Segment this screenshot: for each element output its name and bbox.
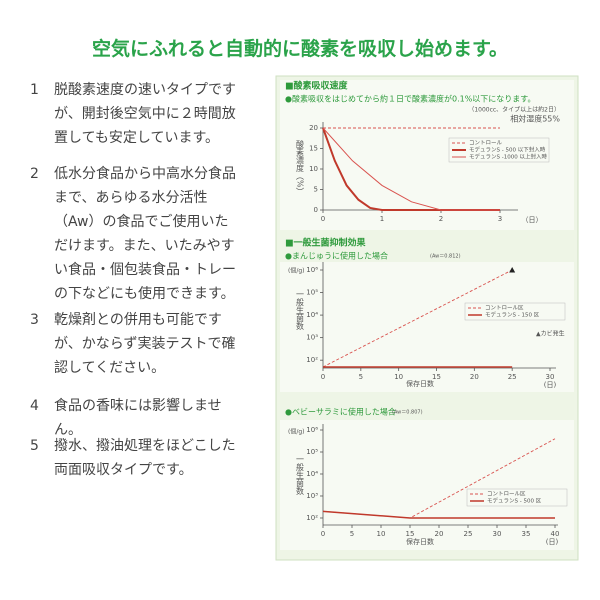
legend-label: モデュランS - 150 区 xyxy=(485,311,540,319)
chart-background xyxy=(280,80,574,230)
x-tick-label: 2 xyxy=(439,215,443,223)
y-axis-unit: (個/g) xyxy=(288,267,305,275)
section-title: ■酸素吸収速度 xyxy=(285,80,349,92)
legend-label: モデュランS - 500 以下封入時 xyxy=(469,146,546,154)
legend-label: コントロール区 xyxy=(487,491,526,498)
y-axis-label: 一般生菌数 xyxy=(296,290,305,331)
legend-box xyxy=(448,137,550,163)
y-tick-label: 10³ xyxy=(306,492,318,500)
data-line xyxy=(322,510,555,519)
legend-box xyxy=(464,302,566,321)
y-tick-label: 10² xyxy=(306,514,318,522)
x-tick-label: 5 xyxy=(350,530,354,538)
annotation: ▲カビ発生 xyxy=(536,330,565,338)
x-axis-unit: (日) xyxy=(546,538,559,546)
y-tick-label: 20 xyxy=(309,124,318,132)
y-axis-label: 一般生菌数 xyxy=(296,455,305,496)
x-tick-label: 0 xyxy=(321,530,325,538)
x-tick-label: 40 xyxy=(551,530,560,538)
x-tick-label: 30 xyxy=(493,530,502,538)
chart-subtitle: ●酸素吸収をはじめてから約１日で酸素濃度が0.1%以下になります。 xyxy=(285,94,536,104)
aw-note: (Aw＝0.807) xyxy=(392,410,423,416)
y-axis-unit: (個/g) xyxy=(288,428,305,436)
y-tick-label: 0 xyxy=(314,206,318,214)
end-marker xyxy=(509,267,516,273)
x-axis-label: 保存日数 xyxy=(406,379,434,388)
x-tick-label: 20 xyxy=(470,373,479,381)
chart-background xyxy=(280,262,574,392)
point-number: 5 xyxy=(30,438,39,454)
y-axis-label: 酸素濃度（%） xyxy=(296,139,305,196)
x-tick-label: 15 xyxy=(406,530,415,538)
legend-label: モデュランS -1000 以上封入時 xyxy=(469,153,547,161)
chart-background xyxy=(280,420,574,550)
y-tick-label: 10⁵ xyxy=(306,289,318,297)
aw-note: (Aw＝0.812) xyxy=(430,254,461,260)
x-axis-unit: （日） xyxy=(522,216,543,224)
y-tick-label: 5 xyxy=(314,186,318,194)
point-text: 食品の香味には影響しません。 xyxy=(54,398,222,438)
y-tick-label: 10³ xyxy=(306,334,318,342)
point-number: 1 xyxy=(30,82,39,98)
x-tick-label: 25 xyxy=(508,373,517,381)
point-text: 低水分食品から中高水分食品まで、あらゆる水分活性（Aw）の食品でご使用いただけま… xyxy=(54,166,236,302)
x-axis-unit: (日) xyxy=(544,381,557,389)
chart-condition: 相対湿度55% xyxy=(510,114,560,124)
x-tick-label: 10 xyxy=(377,530,386,538)
y-tick-label: 10⁴ xyxy=(306,470,318,478)
x-tick-label: 20 xyxy=(435,530,444,538)
x-tick-label: 0 xyxy=(321,373,325,381)
data-line xyxy=(322,269,513,368)
point-text: 乾燥剤との併用も可能ですが、かならず実装テストで確認してください。 xyxy=(54,312,236,376)
x-axis-label: 保存日数 xyxy=(406,537,434,546)
x-tick-label: 1 xyxy=(380,215,384,223)
y-tick-label: 15 xyxy=(309,145,318,153)
y-tick-label: 10² xyxy=(306,356,318,364)
point-text: 脱酸素速度の速いタイプですが、開封後空気中に２時間放置しても安定しています。 xyxy=(54,82,236,146)
data-line xyxy=(322,127,500,211)
x-tick-label: 10 xyxy=(394,373,403,381)
y-tick-label: 10 xyxy=(309,165,318,173)
legend-label: モデュランS - 500 区 xyxy=(487,497,542,505)
legend-box xyxy=(466,488,568,507)
x-tick-label: 5 xyxy=(359,373,363,381)
x-tick-label: 25 xyxy=(464,530,473,538)
y-tick-label: 10⁶ xyxy=(306,426,318,434)
x-tick-label: 0 xyxy=(321,215,325,223)
chart-note: （1000cc、タイプ以上は約2日） xyxy=(468,106,560,114)
x-tick-label: 15 xyxy=(432,373,441,381)
y-tick-label: 10⁵ xyxy=(306,448,318,456)
page-title: 空気にふれると自動的に酸素を吸収し始めます。 xyxy=(91,38,509,60)
point-number: 4 xyxy=(30,398,39,414)
chart-subtitle: ●まんじゅうに使用した場合 xyxy=(285,251,388,261)
point-number: 2 xyxy=(30,166,39,182)
x-tick-label: 3 xyxy=(498,215,502,223)
y-tick-label: 10⁴ xyxy=(306,311,318,319)
point-text: 撥水、撥油処理をほどこした両面吸収タイプです。 xyxy=(54,438,236,478)
data-line xyxy=(322,127,500,211)
point-number: 3 xyxy=(30,312,39,328)
legend-label: コントロール xyxy=(469,140,503,147)
x-tick-label: 30 xyxy=(546,373,555,381)
section-title: ■一般生菌抑制効果 xyxy=(285,237,367,249)
y-tick-label: 10⁶ xyxy=(306,266,318,274)
legend-label: コントロール区 xyxy=(485,305,524,312)
x-tick-label: 35 xyxy=(522,530,531,538)
chart-subtitle: ●ベビーサラミに使用した場合 xyxy=(285,407,396,417)
